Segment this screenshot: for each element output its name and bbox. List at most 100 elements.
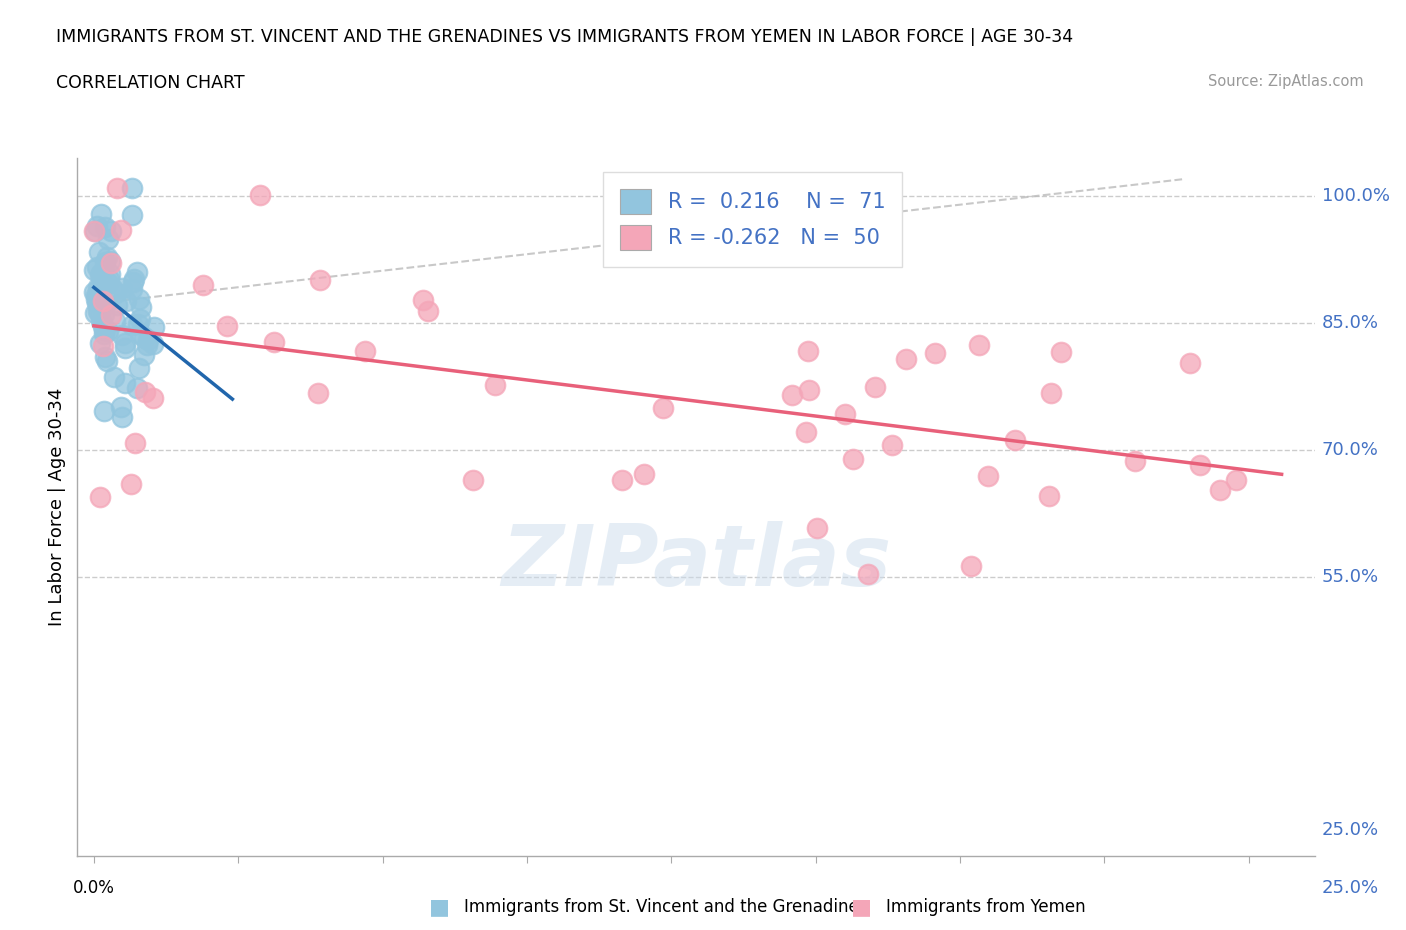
Point <box>86 287 108 302</box>
Point <box>121 318 143 333</box>
Point <box>111 280 134 295</box>
Text: 25.0%: 25.0% <box>1322 821 1379 839</box>
Point <box>124 436 146 451</box>
Point <box>100 308 122 323</box>
Point <box>93 219 115 234</box>
Point <box>136 338 159 352</box>
Point <box>100 224 122 239</box>
Point <box>110 327 132 342</box>
Point <box>127 317 149 332</box>
Point <box>96 353 118 368</box>
Text: ■: ■ <box>851 897 872 917</box>
Text: 70.0%: 70.0% <box>1322 441 1378 458</box>
Point <box>1049 344 1071 359</box>
Point <box>131 300 153 315</box>
Text: ZIPatlas: ZIPatlas <box>501 521 891 604</box>
Point <box>97 231 120 246</box>
Point <box>1038 488 1060 503</box>
Point <box>103 282 125 297</box>
Point <box>128 361 150 376</box>
Point <box>142 337 165 352</box>
Point <box>1189 458 1212 472</box>
Point <box>652 400 675 415</box>
Point <box>894 352 917 366</box>
Text: Immigrants from Yemen: Immigrants from Yemen <box>886 897 1085 916</box>
Point <box>121 180 143 195</box>
Text: CORRELATION CHART: CORRELATION CHART <box>56 74 245 92</box>
Text: ■: ■ <box>429 897 450 917</box>
Point <box>89 489 111 504</box>
Point <box>93 307 115 322</box>
Point <box>780 388 803 403</box>
Text: 55.0%: 55.0% <box>1322 567 1379 586</box>
Text: 100.0%: 100.0% <box>1322 187 1389 206</box>
Point <box>114 340 136 355</box>
Point <box>94 350 117 365</box>
Point <box>114 375 136 390</box>
Text: 0.0%: 0.0% <box>73 879 115 897</box>
Point <box>863 380 886 395</box>
Point <box>797 383 820 398</box>
Point <box>129 326 152 341</box>
Text: IMMIGRANTS FROM ST. VINCENT AND THE GRENADINES VS IMMIGRANTS FROM YEMEN IN LABOR: IMMIGRANTS FROM ST. VINCENT AND THE GREN… <box>56 28 1073 46</box>
Point <box>110 409 132 424</box>
Text: 25.0%: 25.0% <box>1322 879 1379 897</box>
Point <box>97 275 120 290</box>
Point <box>104 313 127 328</box>
Point <box>353 343 375 358</box>
Point <box>83 285 105 299</box>
Text: Immigrants from St. Vincent and the Grenadines: Immigrants from St. Vincent and the Gren… <box>464 897 868 916</box>
Point <box>84 306 107 321</box>
Point <box>91 339 114 353</box>
Point <box>416 304 439 319</box>
Point <box>83 262 105 277</box>
Point <box>105 286 128 300</box>
Point <box>93 404 115 418</box>
Point <box>633 467 655 482</box>
Point <box>87 245 110 259</box>
Point <box>1225 472 1247 487</box>
Point <box>249 187 271 202</box>
Point <box>110 222 132 237</box>
Point <box>127 264 149 279</box>
Point <box>1040 386 1063 401</box>
Point <box>89 307 111 322</box>
Point <box>134 348 156 363</box>
Point <box>461 472 484 487</box>
Point <box>87 303 110 318</box>
Point <box>880 438 903 453</box>
Point <box>134 330 156 345</box>
Point <box>1178 356 1201 371</box>
Point <box>121 207 143 222</box>
Point <box>191 278 214 293</box>
Point <box>97 324 120 339</box>
Point <box>959 559 981 574</box>
Point <box>797 344 820 359</box>
Point <box>215 318 238 333</box>
Y-axis label: In Labor Force | Age 30-34: In Labor Force | Age 30-34 <box>48 388 66 626</box>
Text: 85.0%: 85.0% <box>1322 314 1379 332</box>
Point <box>114 336 136 351</box>
Point <box>86 296 108 311</box>
Point <box>98 266 121 281</box>
Point <box>91 318 114 333</box>
Point <box>93 326 115 341</box>
Point <box>128 291 150 306</box>
Point <box>484 378 506 392</box>
Point <box>94 297 117 312</box>
Legend: R =  0.216    N =  71, R = -0.262   N =  50: R = 0.216 N = 71, R = -0.262 N = 50 <box>603 172 903 267</box>
Point <box>307 385 329 400</box>
Point <box>83 224 105 239</box>
Point <box>924 346 946 361</box>
Point <box>977 469 1000 484</box>
Point <box>412 293 434 308</box>
Point <box>87 280 110 295</box>
Point <box>90 282 112 297</box>
Point <box>86 291 108 306</box>
Point <box>96 249 118 264</box>
Point <box>127 380 149 395</box>
Point <box>834 406 856 421</box>
Point <box>122 272 145 286</box>
Point <box>91 293 114 308</box>
Point <box>97 272 120 286</box>
